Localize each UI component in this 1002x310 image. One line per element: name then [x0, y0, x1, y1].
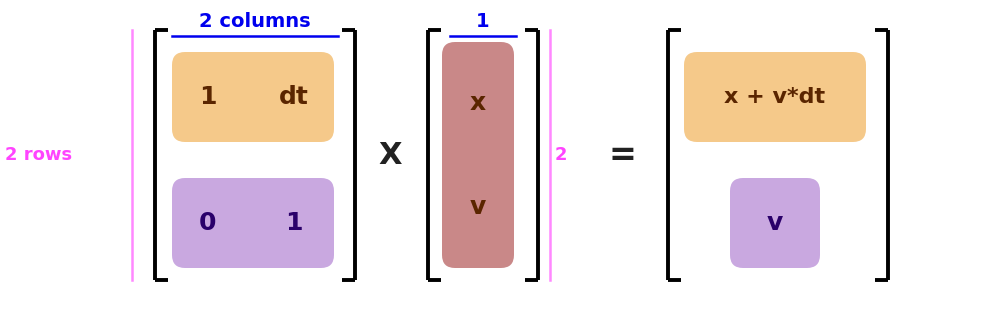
- FancyBboxPatch shape: [730, 178, 820, 268]
- Text: x + v*dt: x + v*dt: [724, 87, 826, 107]
- Text: 0: 0: [198, 211, 216, 235]
- Text: 1: 1: [198, 85, 216, 109]
- Text: 1: 1: [476, 12, 490, 31]
- FancyBboxPatch shape: [172, 52, 334, 142]
- Text: dt: dt: [279, 85, 309, 109]
- Text: 2 columns: 2 columns: [199, 12, 311, 31]
- Text: =: =: [608, 139, 636, 171]
- Text: v: v: [470, 195, 486, 219]
- FancyBboxPatch shape: [172, 178, 334, 268]
- FancyBboxPatch shape: [442, 42, 514, 268]
- Text: 2: 2: [555, 146, 567, 164]
- FancyBboxPatch shape: [684, 52, 866, 142]
- Text: X: X: [378, 140, 402, 170]
- Text: 2 rows: 2 rows: [5, 146, 72, 164]
- Text: 1: 1: [285, 211, 303, 235]
- Text: v: v: [767, 211, 784, 235]
- Text: x: x: [470, 91, 486, 115]
